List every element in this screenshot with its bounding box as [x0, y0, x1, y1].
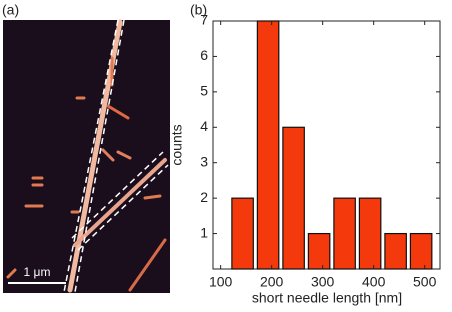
panel-label: (b)	[190, 2, 207, 18]
y-axis-label: counts	[169, 124, 185, 165]
y-tick-label: 4	[200, 118, 208, 134]
bar	[231, 197, 254, 270]
bar	[358, 197, 382, 270]
x-tick-label: 300	[311, 274, 335, 290]
x-tick-label: 500	[413, 274, 437, 290]
bar	[333, 197, 356, 270]
y-tick-label: 1	[200, 224, 208, 240]
y-tick-label: 3	[200, 153, 208, 169]
bar	[307, 232, 331, 270]
bar	[409, 232, 433, 270]
y-tick-label: 6	[200, 47, 208, 63]
bar	[282, 126, 305, 270]
scale-bar-label: 1 μm	[24, 265, 51, 279]
x-tick-label: 200	[260, 274, 284, 290]
bar	[384, 232, 407, 270]
x-tick-label: 100	[209, 274, 233, 290]
y-tick-label: 5	[200, 83, 208, 99]
y-tick-label: 2	[200, 189, 208, 205]
bar	[256, 20, 280, 270]
micrograph	[3, 19, 170, 293]
panel-label: (a)	[2, 2, 19, 18]
x-tick-label: 400	[362, 274, 386, 290]
x-axis-label: short needle length [nm]	[252, 290, 402, 306]
y-tick-label: 7	[200, 12, 208, 28]
